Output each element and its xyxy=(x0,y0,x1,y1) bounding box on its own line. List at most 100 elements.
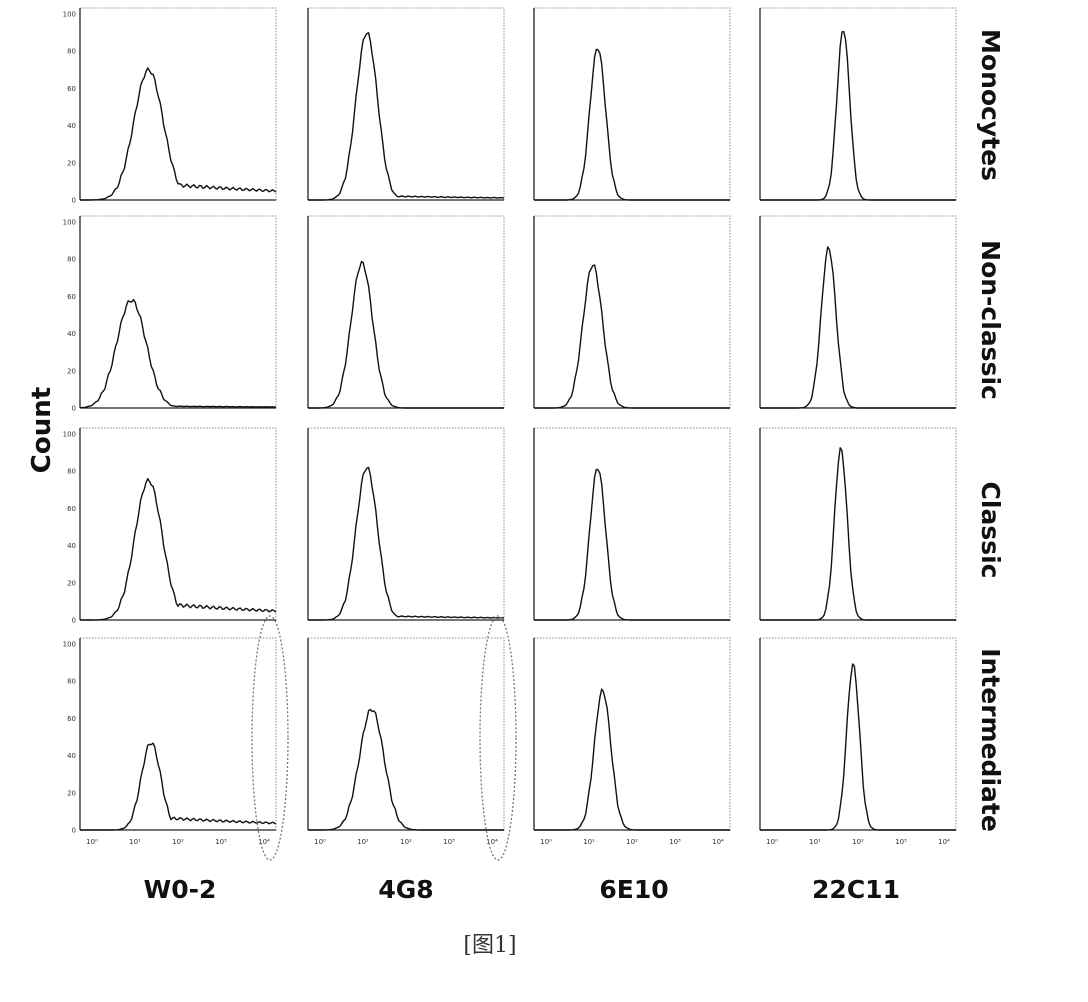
panel-frame xyxy=(308,428,504,620)
histogram-panel: 10⁰ 10¹ 10² 10³ 10⁴ xyxy=(534,638,730,846)
panel-frame xyxy=(80,8,276,200)
histogram-curve xyxy=(534,265,730,408)
x-tick-label: 10¹ xyxy=(809,838,821,846)
histogram-panel xyxy=(760,216,956,408)
panel-frame xyxy=(80,638,276,830)
x-tick-label: 10¹ xyxy=(583,838,595,846)
histogram-panel: 0 20 40 60 80 100 xyxy=(63,8,276,205)
histogram-curve xyxy=(80,300,276,408)
histogram-curve xyxy=(534,469,730,620)
histogram-panel xyxy=(308,8,504,200)
histogram-panel xyxy=(760,428,956,620)
y-tick-label: 80 xyxy=(67,48,76,56)
histogram-panel: 10⁰10¹10²10³10⁴ xyxy=(308,638,504,846)
row-label-intermediate: Intermediate xyxy=(976,648,1005,832)
x-tick-label: 10¹ xyxy=(129,838,141,846)
row-label-classic: Classic xyxy=(976,482,1005,579)
y-tick-label: 40 xyxy=(67,542,76,550)
histogram-curve xyxy=(760,664,956,830)
panel-frame xyxy=(308,216,504,408)
row-label-non-classic: Non-classic xyxy=(976,240,1005,400)
x-tick-label: 10³ xyxy=(215,838,227,846)
histogram-panel xyxy=(308,216,504,408)
x-tick-label: 10⁴ xyxy=(938,838,950,846)
y-tick-label: 20 xyxy=(67,579,76,587)
x-tick-label: 10¹ xyxy=(357,838,369,846)
x-tick-label: 10³ xyxy=(895,838,907,846)
histogram-curve xyxy=(80,743,276,830)
y-tick-label: 80 xyxy=(67,678,76,686)
panel-frame xyxy=(80,216,276,408)
column-label-4g8: 4G8 xyxy=(378,875,433,904)
histogram-panel: 02040608010010⁰10¹10²10³10⁴ xyxy=(63,638,276,846)
histogram-curve xyxy=(308,467,504,620)
panel-frame xyxy=(534,8,730,200)
histogram-curve xyxy=(80,479,276,620)
histogram-curve xyxy=(760,448,956,620)
panel-frame xyxy=(534,428,730,620)
x-tick-label: 10⁰ xyxy=(86,838,98,846)
y-tick-label: 0 xyxy=(72,617,76,625)
histogram-panel xyxy=(534,216,730,408)
x-tick-label: 10² xyxy=(172,838,184,846)
panel-frame xyxy=(760,638,956,830)
x-tick-label: 10² xyxy=(852,838,864,846)
x-tick-label: 10⁰ xyxy=(540,838,552,846)
histogram-curve xyxy=(760,247,956,408)
panel-frame xyxy=(760,428,956,620)
histogram-panel xyxy=(534,428,730,620)
x-tick-label: 10² xyxy=(400,838,412,846)
histogram-panel xyxy=(760,8,956,200)
histogram-panel xyxy=(308,428,504,620)
y-tick-label: 80 xyxy=(67,468,76,476)
column-label-6e10: 6E10 xyxy=(599,875,668,904)
y-tick-label: 40 xyxy=(67,330,76,338)
x-tick-label: 10³ xyxy=(669,838,681,846)
flow-histogram-figure: Count 0 20 40 60 80 100 0 20 40 60 80 100 0 20 40 60 80 1… xyxy=(0,0,1088,1002)
y-axis-label: Count xyxy=(27,387,57,473)
gate-ellipse-4g8 xyxy=(480,616,516,860)
panel-frame xyxy=(760,8,956,200)
histogram-curve xyxy=(80,68,276,200)
histogram-curve xyxy=(308,33,504,200)
column-label-w0-2: W0-2 xyxy=(144,875,217,904)
y-tick-label: 20 xyxy=(67,159,76,167)
histogram-curve xyxy=(308,262,504,409)
histogram-panel: 0 20 40 60 80 100 xyxy=(63,216,276,413)
y-tick-label: 60 xyxy=(67,293,76,301)
y-tick-label: 60 xyxy=(67,85,76,93)
y-tick-label: 20 xyxy=(67,367,76,375)
panel-frame xyxy=(534,638,730,830)
histogram-curve xyxy=(760,32,956,201)
row-label-monocytes: Monocytes xyxy=(976,29,1005,181)
panel-grid: 0 20 40 60 80 100 0 20 40 60 80 100 0 20 40 60 80 100 0 20 4… xyxy=(63,8,956,860)
y-tick-label: 80 xyxy=(67,256,76,264)
y-tick-label: 60 xyxy=(67,505,76,513)
panel-frame xyxy=(80,428,276,620)
y-tick-label: 20 xyxy=(67,789,76,797)
y-tick-label: 100 xyxy=(63,219,76,227)
panel-frame xyxy=(308,8,504,200)
panel-frame xyxy=(534,216,730,408)
histogram-panel xyxy=(534,8,730,200)
column-label-22c11: 22C11 xyxy=(812,875,900,904)
y-tick-label: 0 xyxy=(72,405,76,413)
figure-caption: [图1] xyxy=(463,933,516,958)
x-tick-label: 10² xyxy=(626,838,638,846)
x-tick-label: 10⁴ xyxy=(712,838,724,846)
y-tick-label: 40 xyxy=(67,122,76,130)
y-tick-label: 100 xyxy=(63,11,76,19)
histogram-panel: 0 20 40 60 80 100 xyxy=(63,428,276,625)
y-tick-label: 60 xyxy=(67,715,76,723)
y-tick-label: 0 xyxy=(72,197,76,205)
y-tick-label: 0 xyxy=(72,827,76,835)
x-tick-label: 10⁰ xyxy=(766,838,778,846)
x-tick-label: 10³ xyxy=(443,838,455,846)
y-tick-label: 40 xyxy=(67,752,76,760)
y-tick-label: 100 xyxy=(63,641,76,649)
histogram-curve xyxy=(534,689,730,830)
histogram-panel: 10⁰ 10¹ 10² 10³ 10⁴ xyxy=(760,638,956,846)
panel-frame xyxy=(308,638,504,830)
y-tick-label: 100 xyxy=(63,431,76,439)
x-tick-label: 10⁰ xyxy=(314,838,326,846)
